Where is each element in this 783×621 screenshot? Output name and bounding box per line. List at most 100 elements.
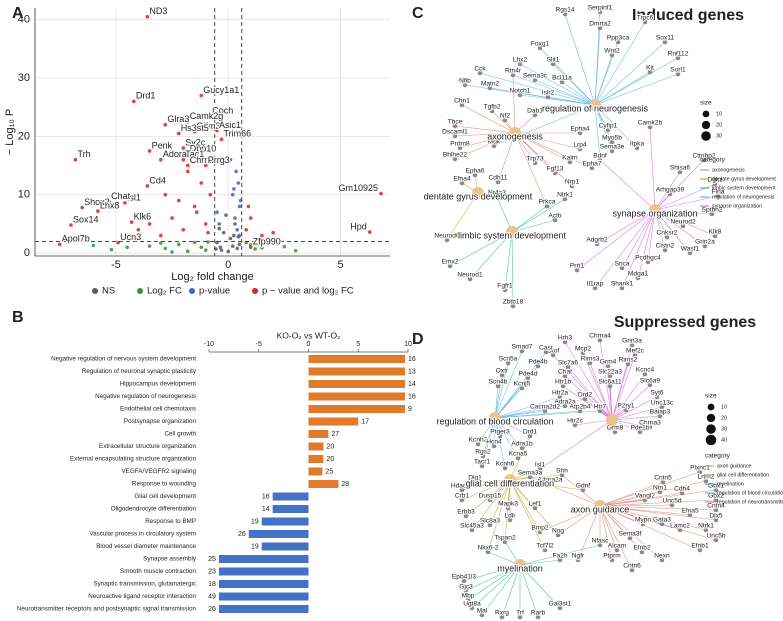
gene-label: Casr [539, 344, 554, 351]
legend-title: category [700, 157, 726, 164]
gene-node [657, 413, 663, 419]
gene-node [459, 497, 465, 503]
point [230, 244, 235, 248]
gene-label: Cntn6 [623, 562, 641, 569]
edge [611, 415, 661, 421]
gene-node [587, 360, 593, 366]
gene-label: Slc22a3 [598, 368, 622, 375]
gene-label: Il1rap [587, 280, 604, 287]
point [215, 210, 219, 215]
gene-node [677, 527, 683, 533]
gene-node [452, 156, 458, 162]
point [170, 250, 174, 254]
gene-label: Lrtm2 [698, 473, 715, 480]
point [293, 248, 298, 253]
gene-label: Smad7 [512, 343, 533, 350]
gene-node [642, 497, 648, 503]
edge [514, 132, 581, 150]
gene-label: Emx2 [442, 258, 459, 265]
gene-node [572, 422, 578, 428]
legend-label: Log₂ FC [147, 286, 182, 297]
bar [218, 592, 309, 601]
legend-label: p − value and log₂ FC [262, 286, 354, 297]
gene-label: Rtn4r [505, 67, 522, 74]
gene-label: Pde4b [528, 358, 547, 365]
edge [637, 209, 656, 279]
gene-label: Matn2 [481, 80, 500, 87]
edge [594, 71, 651, 106]
gene-label: Prkca [539, 198, 556, 205]
gene-label: Sv2c [185, 137, 206, 147]
gene-node [609, 52, 615, 58]
legend-marker [137, 288, 143, 294]
gene-node [562, 11, 568, 17]
gene-label: Pcdhgc4 [635, 254, 661, 261]
gene-node [659, 521, 665, 527]
edge [494, 410, 546, 419]
gene-label: Sox14 [73, 214, 99, 224]
gene-label: Gucy1a1 [203, 85, 239, 95]
edge [459, 132, 516, 149]
edge [461, 479, 511, 491]
gene-label: Mbp [462, 592, 475, 599]
point [228, 236, 233, 241]
gene-node [664, 234, 670, 240]
gene-node [491, 443, 497, 449]
point [221, 230, 226, 235]
size-legend-label: 10 [716, 111, 722, 117]
gene-label: Epha4 [570, 125, 589, 132]
gene-node [623, 407, 629, 413]
gene-label: Asic1 [219, 120, 241, 130]
count-label: 26 [208, 606, 216, 613]
gene-label: Apol7b [62, 234, 90, 244]
edge [562, 385, 613, 421]
category-legend-label: axon guidance [717, 463, 752, 469]
gene-node [645, 259, 651, 265]
count-label: 18 [208, 581, 216, 588]
count-label: 27 [331, 431, 339, 438]
bar [261, 542, 309, 551]
edge [501, 564, 521, 618]
gene-label: Rnf112 [668, 50, 689, 57]
point [260, 233, 264, 238]
point [199, 181, 204, 185]
edge [594, 54, 613, 106]
hub-label: synapse organization [612, 208, 697, 218]
gene-label: Hs3st5 [181, 123, 209, 133]
edge [594, 41, 666, 106]
count-label: 17 [361, 418, 369, 425]
count-label: 23 [208, 568, 216, 575]
gene-label: Slc6a9 [640, 377, 660, 384]
edge [654, 171, 681, 211]
x-axis-label: KO-O₂ vs WT-O₂ [277, 330, 341, 340]
size-legend-label: 30 [721, 426, 727, 432]
gene-label: Nfib [459, 77, 471, 84]
gene-label: Lrp4 [573, 141, 587, 148]
edge [509, 479, 584, 491]
gene-label: Epb41l3 [452, 573, 477, 580]
edge [599, 491, 661, 507]
edge [589, 362, 613, 421]
gene-label: Sptbn2 [702, 206, 723, 213]
gene-label: Camk2b [638, 119, 663, 126]
gene-node [525, 375, 531, 381]
gene-label: Pde1b [630, 424, 649, 431]
gene-node [627, 535, 633, 541]
edge [621, 209, 656, 289]
gene-node [594, 241, 600, 247]
edge [494, 362, 509, 419]
point [176, 198, 181, 203]
network-title: Induced genes [632, 7, 744, 24]
point [73, 157, 78, 162]
gene-node [485, 549, 491, 555]
gene-label: Fgf13 [547, 165, 564, 172]
edge [511, 198, 566, 233]
gene-label: Rgs2 [475, 448, 491, 455]
gene-label: Kit [646, 64, 654, 71]
gene-label: Ugt8a [463, 600, 481, 607]
gene-label: Prdm8 [450, 140, 470, 147]
gene-label: Chat [558, 368, 572, 375]
bar [218, 580, 309, 588]
point [69, 223, 73, 227]
